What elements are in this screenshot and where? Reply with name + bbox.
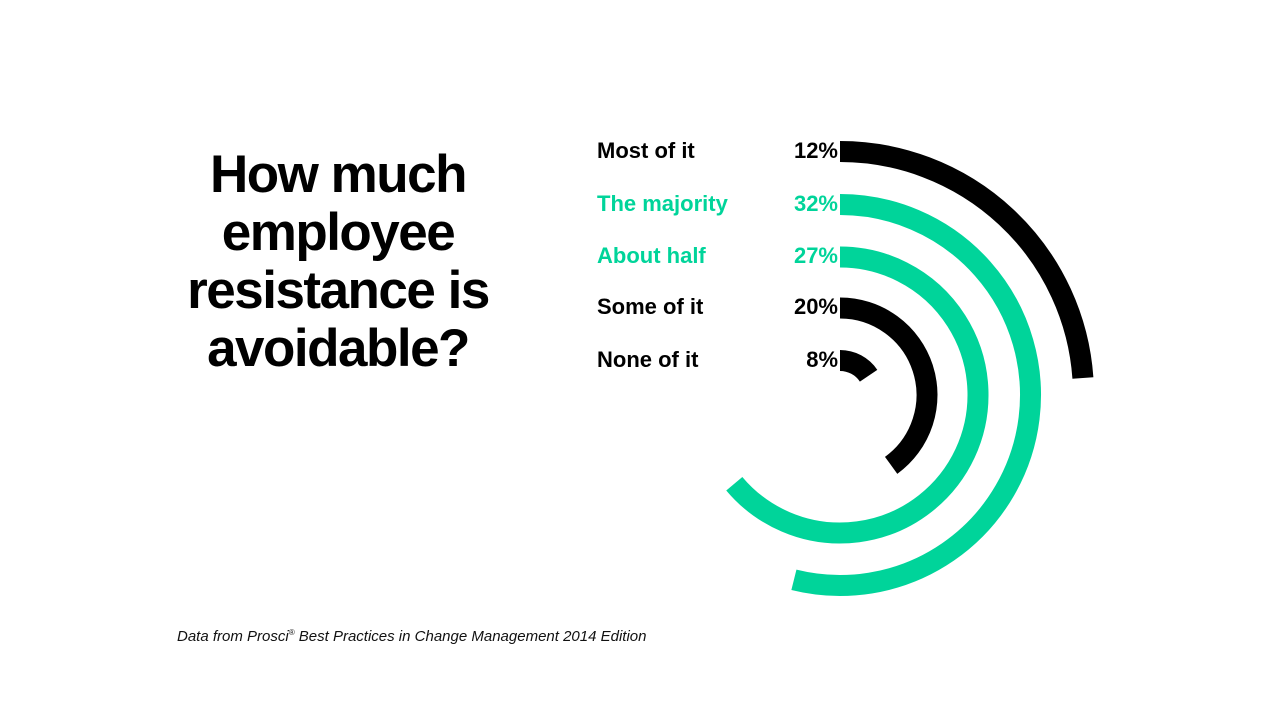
category-label: About half [597,243,706,268]
arc-about-half [726,246,989,544]
source-suffix: Best Practices in Change Management 2014… [294,628,647,645]
value-label: 32% [793,190,838,216]
value-label: 20% [793,294,838,319]
arc-some-of-it [839,297,938,474]
registered-mark: ® [288,628,295,637]
source-note: Data from Prosci® Best Practices in Chan… [177,628,647,645]
chart-title: How much employee resistance is avoidabl… [187,145,490,378]
value-label: 27% [793,243,838,268]
category-label: The majority [597,190,728,216]
value-label: 12% [793,137,838,163]
arc-none-of-it [839,350,878,383]
value-label: 8% [806,346,838,372]
arc-the-majority [791,194,1041,596]
category-label: Some of it [597,294,704,319]
category-label: Most of it [597,137,695,163]
category-label: None of it [597,346,699,372]
source-prefix: Data from Prosci [177,628,289,645]
arc-most-of-it [839,141,1094,379]
